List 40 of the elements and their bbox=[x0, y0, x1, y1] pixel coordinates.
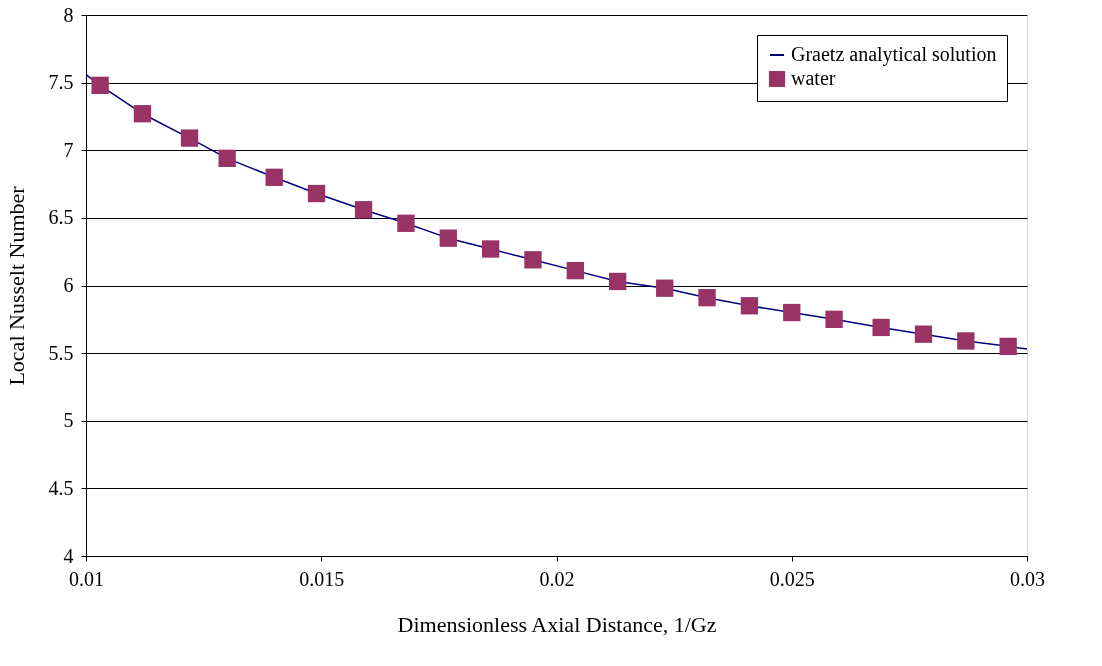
point bbox=[609, 272, 627, 291]
y-tick-label: 6.5 bbox=[48, 206, 74, 229]
point bbox=[133, 105, 152, 123]
legend-label: water bbox=[791, 67, 836, 89]
y-tick-label: 6 bbox=[63, 274, 74, 296]
x-tick-label: 0.03 bbox=[1010, 567, 1045, 590]
point bbox=[999, 337, 1017, 356]
point bbox=[180, 129, 199, 147]
point bbox=[439, 229, 457, 247]
point bbox=[354, 201, 373, 219]
point bbox=[524, 251, 542, 269]
y-tick-label: 5 bbox=[63, 409, 74, 432]
point bbox=[481, 240, 500, 258]
point bbox=[218, 149, 236, 168]
point bbox=[397, 214, 415, 232]
y-tick-label: 4.5 bbox=[48, 476, 74, 499]
point bbox=[957, 332, 975, 350]
x-tick-label: 0.025 bbox=[769, 567, 815, 590]
x-tick-label: 0.01 bbox=[69, 567, 104, 590]
point bbox=[91, 76, 109, 94]
point bbox=[265, 168, 283, 186]
y-tick-label: 4 bbox=[63, 544, 74, 567]
x-axis-title: Dimensionless Axial Distance, 1/Gz bbox=[397, 611, 717, 637]
x-tick-label: 0.015 bbox=[299, 567, 345, 590]
point bbox=[914, 325, 933, 343]
point bbox=[783, 303, 801, 322]
y-axis-title: Local Nusselt Number bbox=[3, 185, 29, 386]
legend-label: Graetz analytical solution bbox=[791, 43, 997, 66]
y-tick-label: 7 bbox=[63, 138, 74, 161]
y-tick-label: 7.5 bbox=[48, 71, 74, 94]
point bbox=[656, 279, 674, 297]
point bbox=[740, 297, 759, 315]
x-tick-label: 0.02 bbox=[539, 567, 575, 590]
point bbox=[566, 261, 584, 280]
point bbox=[872, 318, 890, 337]
point bbox=[698, 289, 716, 307]
y-tick-label: 5.5 bbox=[48, 341, 74, 364]
point bbox=[307, 184, 326, 203]
point bbox=[825, 310, 843, 328]
y-tick-label: 8 bbox=[63, 3, 74, 26]
